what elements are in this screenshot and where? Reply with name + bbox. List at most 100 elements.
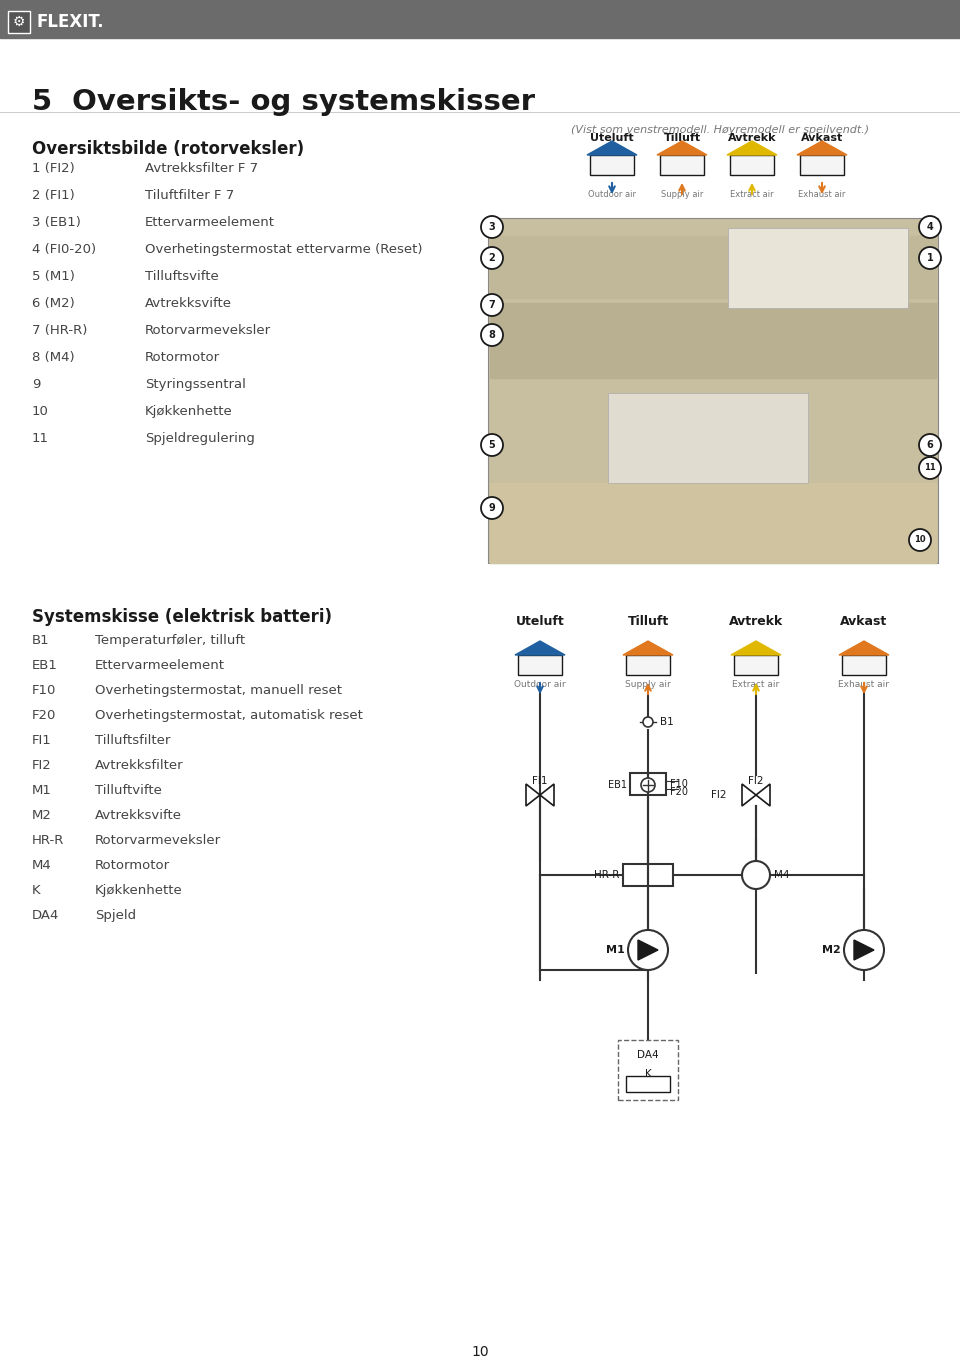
Text: Extract air: Extract air: [731, 190, 774, 199]
Polygon shape: [587, 141, 637, 154]
Bar: [660, 154, 704, 175]
Circle shape: [481, 434, 503, 456]
Text: FI2: FI2: [32, 759, 52, 772]
Text: Oversiktsbilde (rotorveksler): Oversiktsbilde (rotorveksler): [32, 139, 304, 158]
Text: Avtrekksfilter: Avtrekksfilter: [95, 759, 183, 772]
Text: 8: 8: [489, 331, 495, 340]
Text: B1: B1: [32, 634, 50, 647]
Text: HR-R: HR-R: [32, 835, 64, 847]
Text: 9: 9: [32, 378, 40, 391]
Text: FI2: FI2: [748, 776, 764, 785]
Bar: [728, 228, 908, 307]
Text: Avtrekk: Avtrekk: [729, 615, 783, 628]
Text: Tilluft: Tilluft: [628, 615, 668, 628]
Circle shape: [628, 930, 668, 970]
Polygon shape: [797, 141, 847, 154]
Text: Tilluftvifte: Tilluftvifte: [95, 784, 162, 796]
Text: 5: 5: [489, 440, 495, 449]
Text: EB1: EB1: [608, 780, 627, 790]
Text: 2: 2: [489, 253, 495, 264]
Circle shape: [909, 529, 931, 550]
Circle shape: [919, 434, 941, 456]
Polygon shape: [657, 141, 707, 154]
Text: DA4: DA4: [32, 908, 60, 922]
Bar: [490, 236, 936, 298]
Text: 7 (HR-R): 7 (HR-R): [32, 324, 87, 337]
Bar: [800, 154, 844, 175]
Bar: [626, 1076, 670, 1091]
Bar: [490, 303, 936, 378]
Text: 6: 6: [926, 440, 933, 449]
Text: F10: F10: [32, 684, 57, 697]
Text: Avkast: Avkast: [840, 615, 888, 628]
Text: 4: 4: [926, 223, 933, 232]
Text: F10: F10: [670, 779, 688, 790]
Text: F20: F20: [32, 709, 57, 723]
Text: Ettervarmeelement: Ettervarmeelement: [95, 658, 225, 672]
Text: Supply air: Supply air: [625, 680, 671, 688]
Text: DA4: DA4: [637, 1050, 659, 1060]
Text: 3 (EB1): 3 (EB1): [32, 216, 81, 229]
Text: 10: 10: [471, 1346, 489, 1359]
Text: Rotormotor: Rotormotor: [95, 859, 170, 872]
Text: Tilluftsfilter: Tilluftsfilter: [95, 734, 170, 747]
Text: F20: F20: [670, 787, 688, 796]
Bar: [490, 382, 936, 478]
Text: 5: 5: [32, 87, 52, 116]
Text: 2 (FI1): 2 (FI1): [32, 189, 75, 202]
Polygon shape: [839, 641, 889, 656]
Text: B1: B1: [660, 717, 674, 727]
Text: Spjeld: Spjeld: [95, 908, 136, 922]
Text: Rotorvarmeveksler: Rotorvarmeveksler: [95, 835, 221, 847]
Text: Ettervarmeelement: Ettervarmeelement: [145, 216, 275, 229]
Text: 9: 9: [489, 503, 495, 514]
Bar: [490, 484, 936, 563]
Text: Avtrekk: Avtrekk: [728, 133, 777, 143]
Polygon shape: [623, 641, 673, 656]
Bar: [488, 219, 938, 563]
Text: Outdoor air: Outdoor air: [588, 190, 636, 199]
Text: FI1: FI1: [532, 776, 548, 785]
Circle shape: [481, 324, 503, 346]
Text: 10: 10: [32, 404, 49, 418]
Text: Tilluftsvifte: Tilluftsvifte: [145, 270, 219, 283]
Circle shape: [641, 779, 655, 792]
Text: 4 (FI0-20): 4 (FI0-20): [32, 243, 96, 255]
Text: Avtrekksvifte: Avtrekksvifte: [145, 296, 232, 310]
Bar: [626, 656, 670, 675]
Text: 10: 10: [914, 535, 925, 545]
Polygon shape: [638, 940, 658, 960]
Text: 11: 11: [924, 463, 936, 473]
Text: Kjøkkenhette: Kjøkkenhette: [95, 884, 182, 897]
Polygon shape: [854, 940, 874, 960]
Text: Systemskisse (elektrisk batteri): Systemskisse (elektrisk batteri): [32, 608, 332, 626]
Text: 8 (M4): 8 (M4): [32, 351, 75, 363]
Text: 6 (M2): 6 (M2): [32, 296, 75, 310]
Text: HR-R: HR-R: [593, 870, 619, 880]
Text: Overhetingstermostat, manuell reset: Overhetingstermostat, manuell reset: [95, 684, 342, 697]
Bar: [623, 865, 673, 887]
Text: Styringssentral: Styringssentral: [145, 378, 246, 391]
Text: 5 (M1): 5 (M1): [32, 270, 75, 283]
Circle shape: [919, 247, 941, 269]
Bar: [608, 393, 808, 484]
Bar: [730, 154, 774, 175]
Text: Tilluft: Tilluft: [663, 133, 701, 143]
Circle shape: [481, 216, 503, 238]
Text: Rotormotor: Rotormotor: [145, 351, 220, 363]
Text: Spjeldregulering: Spjeldregulering: [145, 432, 254, 445]
Text: EB1: EB1: [32, 658, 58, 672]
Text: M2: M2: [823, 945, 841, 955]
Text: Outdoor air: Outdoor air: [515, 680, 565, 688]
Circle shape: [481, 247, 503, 269]
Text: Rotorvarmeveksler: Rotorvarmeveksler: [145, 324, 271, 337]
Text: ⚙: ⚙: [12, 15, 25, 29]
Circle shape: [919, 216, 941, 238]
Text: Avtrekksfilter F 7: Avtrekksfilter F 7: [145, 163, 258, 175]
Bar: [0, 0, 960, 38]
Text: 1: 1: [926, 253, 933, 264]
Circle shape: [742, 861, 770, 889]
Bar: [734, 656, 778, 675]
Text: Oversikts- og systemskisser: Oversikts- og systemskisser: [72, 87, 535, 116]
Text: Supply air: Supply air: [660, 190, 703, 199]
